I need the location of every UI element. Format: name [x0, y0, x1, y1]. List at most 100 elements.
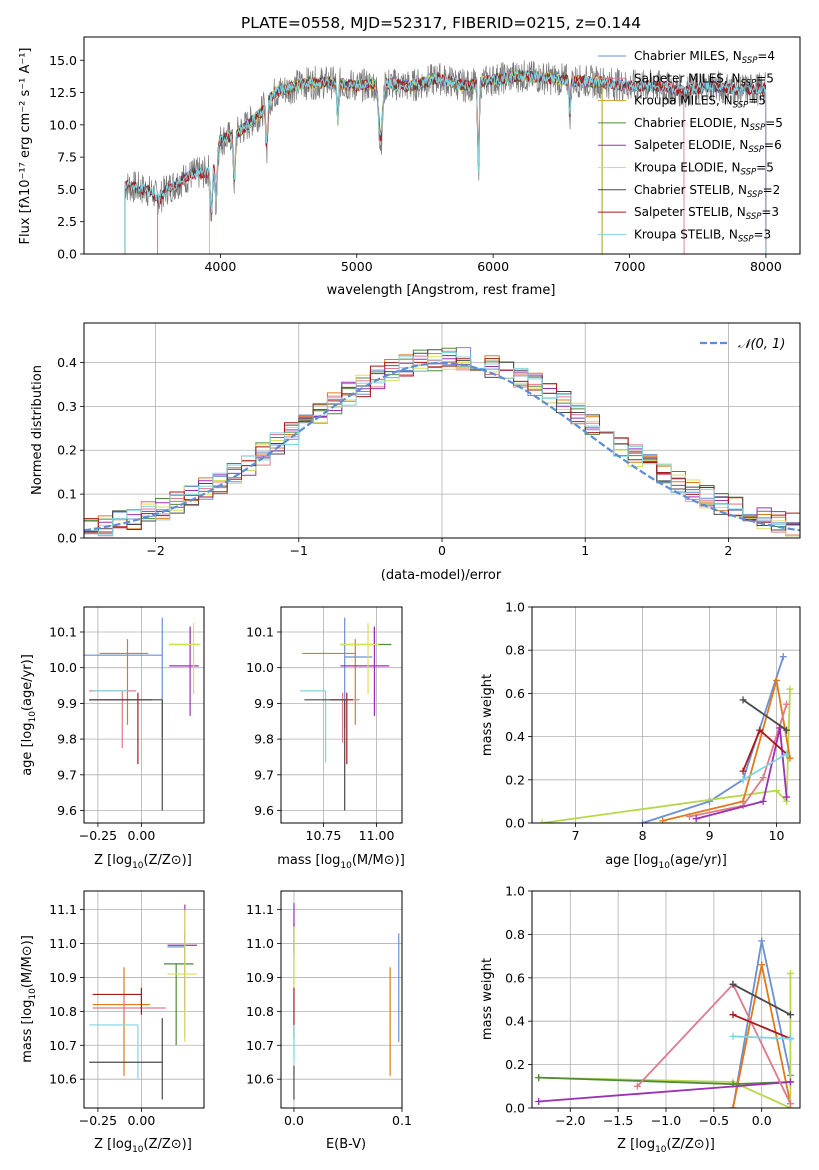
y-tick-label: 9.8 [254, 732, 274, 747]
weight-marker-5-0 [633, 1082, 641, 1090]
y-axis-label: mass [log10(M/M⊙)] [20, 935, 38, 1063]
weight-marker-4-1 [786, 1078, 794, 1086]
y-tick-label: 0.0 [57, 531, 77, 546]
legend-label-6: Chabrier STELIB, NSSP=2 [634, 183, 780, 200]
y-tick-label: 10.6 [246, 1072, 274, 1087]
histograms [84, 347, 800, 537]
x-axis-label: age [log10(age/yr)] [605, 853, 727, 871]
weight-marker-8-0 [729, 1032, 737, 1040]
axes-frame [83, 606, 205, 824]
y-tick-label: 11.0 [246, 936, 274, 951]
y-axis-label: Normed distribution [30, 365, 45, 495]
error-bars [84, 617, 201, 811]
x-tick-label: 5000 [341, 259, 373, 274]
age-vs-metallicity-panel: −0.25 0.00 9.6 9.7 9.8 9.9 10.0 10.1 Z [log10(Z/… [20, 606, 205, 871]
y-tick-label: 0.4 [505, 1014, 525, 1029]
spectrum-lines [124, 60, 767, 254]
y-tick-label: 1.0 [505, 600, 525, 615]
weight-line-7 [742, 753, 788, 781]
error-bars [300, 617, 392, 811]
y-tick-label: 11.1 [49, 902, 77, 917]
legend-label-5: Kroupa ELODIE, NSSP=5 [634, 161, 774, 178]
weight-marker-1-0 [729, 1104, 737, 1108]
y-tick-label: 0.4 [57, 355, 77, 370]
y-tick-label: 10.7 [49, 1038, 77, 1053]
chart-title: PLATE=0558, MJD=52317, FIBERID=0215, z=0… [241, 14, 641, 32]
weight-line-6 [732, 1013, 791, 1040]
model-line-1 [157, 70, 685, 254]
x-tick-label: −2.0 [555, 1113, 585, 1128]
histogram-salpeter_stelib [84, 358, 800, 533]
weight-marker-7-0 [729, 980, 737, 988]
weight-marker-1-1 [758, 961, 766, 969]
weight-marker-4-1 [759, 797, 767, 805]
y-axis-label: mass weight [480, 958, 495, 1040]
x-axis-label: wavelength [Angstrom, rest frame] [327, 283, 556, 298]
y-tick-label: 10.7 [246, 1038, 274, 1053]
y-tick-label: 0.8 [505, 927, 525, 942]
y-tick-label: 9.7 [254, 767, 274, 782]
axes-frame [531, 606, 801, 824]
weight-line-6 [742, 699, 788, 731]
y-tick-label: 9.6 [254, 803, 274, 818]
y-tick-label: 9.6 [57, 803, 77, 818]
spectrum-panel: PLATE=0558, MJD=52317, FIBERID=0215, z=0… [18, 14, 801, 298]
weight-line-1 [541, 689, 791, 823]
y-tick-label: 7.5 [57, 150, 77, 165]
weight-lines [538, 653, 794, 823]
weight-marker-5-0 [739, 767, 747, 775]
x-tick-label: 2 [724, 543, 732, 558]
legend-label-7: Salpeter STELIB, NSSP=3 [634, 205, 779, 222]
weight-marker-0-1 [758, 937, 766, 945]
x-axis-label: Z [log10(Z/Z⊙)] [94, 1137, 192, 1155]
x-tick-label: −0.5 [699, 1113, 729, 1128]
y-tick-label: 0.2 [505, 1057, 525, 1072]
x-tick-label: −1.5 [603, 1113, 633, 1128]
y-tick-label: 5.0 [57, 182, 77, 197]
y-axis-label: Flux [fλ10⁻¹⁷ erg cm⁻² s⁻¹ A⁻¹] [18, 48, 33, 245]
y-tick-label: 10.1 [49, 624, 77, 639]
weight-marker-6-0 [739, 696, 747, 704]
x-tick-label: −2 [146, 543, 164, 558]
axes-frame [280, 890, 403, 1109]
y-tick-label: 0.0 [57, 247, 77, 262]
x-tick-label: 10.75 [306, 828, 342, 843]
x-axis-label: Z [log10(Z/Z⊙)] [94, 853, 192, 871]
y-tick-label: 10.9 [49, 970, 77, 985]
legend-label-1: Salpeter MILES, NSSP=5 [634, 71, 774, 88]
y-tick-label: 10.9 [246, 970, 274, 985]
weight-marker-3-0 [685, 813, 693, 821]
weight-line-7 [732, 983, 791, 1016]
y-tick-label: 0.3 [57, 399, 77, 414]
y-tick-label: 11.0 [49, 936, 77, 951]
weight-marker-5-1 [756, 726, 764, 734]
model-line-8 [124, 69, 767, 254]
x-tick-label: 8000 [750, 259, 782, 274]
weight-line-0 [642, 656, 785, 823]
weight-vs-age-panel: mass weight 7 8 9 10 0.0 0.2 0.4 0.6 0.8 1.0 age [… [480, 600, 801, 871]
y-tick-label: 10.0 [49, 117, 77, 132]
y-tick-label: 10.6 [49, 1072, 77, 1087]
legend-label-gaussian: 𝒩(0, 1) [738, 337, 785, 352]
weight-marker-6-1 [783, 726, 791, 734]
y-tick-label: 0.6 [505, 686, 525, 701]
y-tick-label: 12.5 [49, 85, 77, 100]
x-tick-label: 0.00 [127, 828, 155, 843]
residuals-panel: (data-model)/error Normed distribution −… [30, 322, 801, 583]
y-tick-label: 9.9 [254, 696, 274, 711]
x-tick-label: 11.00 [359, 828, 395, 843]
weight-marker-4-0 [692, 815, 700, 823]
x-axis-label: mass [log10(M/M⊙)] [277, 853, 405, 871]
y-tick-label: 0.0 [505, 1101, 525, 1116]
weight-marker-3-3 [783, 700, 791, 708]
axes-frame [83, 322, 801, 539]
weight-marker-7-1 [786, 1011, 794, 1019]
error-bars [89, 904, 198, 1100]
age-vs-mass-panel: 10.75 11.00 9.6 9.7 9.8 9.9 10.0 10.1 mass [log1… [246, 606, 405, 871]
x-tick-label: 0.00 [127, 1113, 155, 1128]
weight-marker-2-0 [659, 817, 667, 823]
weight-marker-0-3 [779, 653, 787, 661]
gaussian-curve [84, 361, 800, 532]
x-axis-label: E(B-V) [326, 1137, 366, 1152]
y-tick-label: 0.0 [505, 816, 525, 831]
